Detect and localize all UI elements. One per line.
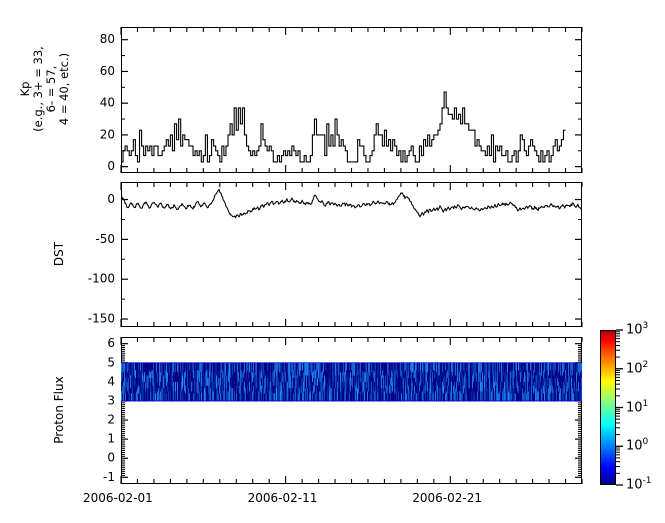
colorbar-tick-label: 10-1 bbox=[626, 476, 652, 493]
proton-flux-panel bbox=[121, 337, 582, 484]
x-axis-tick-label: 2006-02-11 bbox=[247, 491, 318, 505]
colorbar-tick-label: 101 bbox=[626, 398, 649, 415]
colorbar-tick-label: 103 bbox=[626, 321, 649, 338]
axis-tick-label: 0 bbox=[107, 159, 115, 173]
x-axis-tick-label: 2006-02-21 bbox=[412, 491, 483, 505]
axis-tick-label: 0 bbox=[107, 451, 115, 465]
axis-tick-label: 40 bbox=[100, 96, 115, 110]
dst-panel bbox=[121, 182, 582, 327]
colorbar bbox=[600, 330, 616, 485]
axis-tick-label: 1 bbox=[107, 432, 115, 446]
axis-tick-label: 2 bbox=[107, 413, 115, 427]
axis-tick-label: 60 bbox=[100, 64, 115, 78]
axis-tick-label: 5 bbox=[107, 355, 115, 369]
axis-tick-label: 80 bbox=[100, 32, 115, 46]
axis-tick-label: 6 bbox=[107, 336, 115, 350]
kp-panel bbox=[121, 27, 582, 173]
axis-tick-label: 20 bbox=[100, 127, 115, 141]
colorbar-tick-label: 102 bbox=[626, 359, 649, 377]
axis-tick-label: -150 bbox=[88, 312, 115, 326]
x-axis-tick-label: 2006-02-01 bbox=[83, 491, 153, 505]
axis-tick-label: -1 bbox=[103, 470, 115, 484]
axis-tick-label: -100 bbox=[88, 272, 115, 286]
kp-axis-label: Kp (e.g., 3+ = 33, 6- = 57, 4 = 40, etc.… bbox=[18, 14, 71, 164]
axis-tick-label: 3 bbox=[107, 393, 115, 407]
axis-tick-label: 4 bbox=[107, 374, 115, 388]
axis-tick-label: -50 bbox=[95, 232, 115, 246]
axis-tick-label: 0 bbox=[107, 192, 115, 206]
proton-flux-axis-label: Proton Flux bbox=[52, 376, 66, 444]
kp-axis-label-line-4: 4 = 40, etc.) bbox=[57, 52, 71, 126]
colorbar-tick-label: 100 bbox=[626, 437, 649, 454]
dst-axis-label: DST bbox=[52, 241, 66, 267]
